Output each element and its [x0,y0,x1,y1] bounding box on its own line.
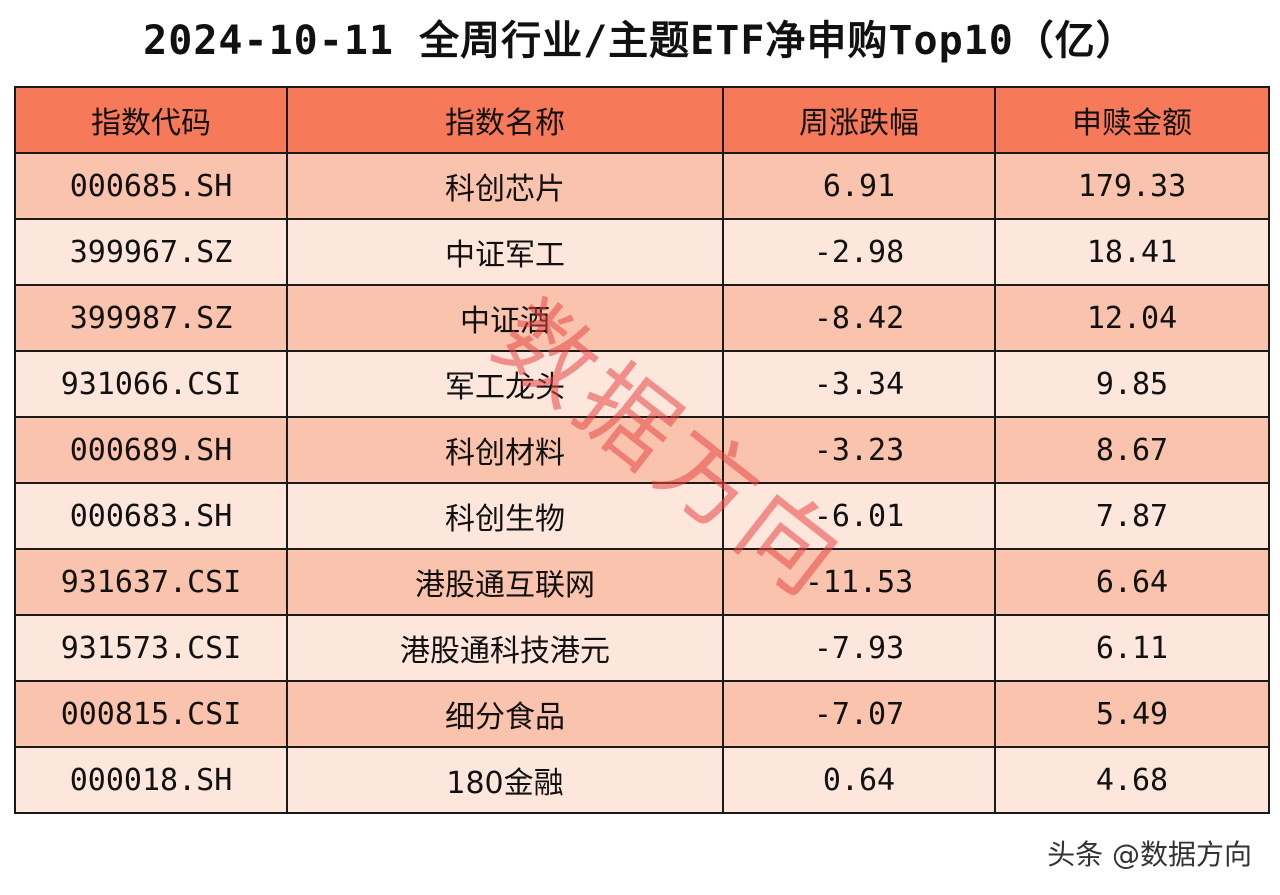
cell-index-code: 399967.SZ [14,218,288,286]
cell-weekly-change: -7.93 [722,614,996,682]
cell-index-code: 000683.SH [14,482,288,550]
cell-weekly-change: -6.01 [722,482,996,550]
cell-subscription-amount: 4.68 [994,746,1270,814]
header-index-name: 指数名称 [286,86,724,154]
cell-index-name: 科创材料 [286,416,724,484]
cell-weekly-change: -3.23 [722,416,996,484]
cell-weekly-change: -2.98 [722,218,996,286]
header-weekly-change: 周涨跌幅 [722,86,996,154]
table-row: 931573.CSI 港股通科技港元 -7.93 6.11 [14,614,1270,682]
cell-index-name: 军工龙头 [286,350,724,418]
cell-index-code: 931637.CSI [14,548,288,616]
cell-weekly-change: 0.64 [722,746,996,814]
table-header-row: 指数代码 指数名称 周涨跌幅 申赎金额 [14,86,1270,154]
table-row: 399967.SZ 中证军工 -2.98 18.41 [14,218,1270,286]
cell-subscription-amount: 12.04 [994,284,1270,352]
cell-weekly-change: -8.42 [722,284,996,352]
cell-index-code: 931573.CSI [14,614,288,682]
etf-table: 指数代码 指数名称 周涨跌幅 申赎金额 000685.SH 科创芯片 6.91 179… [14,86,1270,814]
cell-index-name: 科创芯片 [286,152,724,220]
cell-weekly-change: -11.53 [722,548,996,616]
table-row: 000689.SH 科创材料 -3.23 8.67 [14,416,1270,484]
cell-subscription-amount: 7.87 [994,482,1270,550]
cell-index-code: 000689.SH [14,416,288,484]
cell-subscription-amount: 5.49 [994,680,1270,748]
cell-subscription-amount: 9.85 [994,350,1270,418]
cell-index-code: 931066.CSI [14,350,288,418]
cell-weekly-change: -7.07 [722,680,996,748]
cell-index-name: 港股通科技港元 [286,614,724,682]
cell-subscription-amount: 6.11 [994,614,1270,682]
cell-subscription-amount: 8.67 [994,416,1270,484]
cell-weekly-change: 6.91 [722,152,996,220]
footer-credit: 头条 @数据方向 [1047,838,1252,871]
cell-index-name: 细分食品 [286,680,724,748]
table-body: 000685.SH 科创芯片 6.91 179.33 399967.SZ 中证军工 -2.9… [14,152,1270,814]
table-row: 000685.SH 科创芯片 6.91 179.33 [14,152,1270,220]
header-subscription-amount: 申赎金额 [994,86,1270,154]
cell-index-name: 中证军工 [286,218,724,286]
cell-index-code: 399987.SZ [14,284,288,352]
table-row: 000018.SH 180金融 0.64 4.68 [14,746,1270,814]
table-row: 931637.CSI 港股通互联网 -11.53 6.64 [14,548,1270,616]
cell-index-name: 港股通互联网 [286,548,724,616]
table-row: 000683.SH 科创生物 -6.01 7.87 [14,482,1270,550]
table-row: 931066.CSI 军工龙头 -3.34 9.85 [14,350,1270,418]
page-title: 2024-10-11 全周行业/主题ETF净申购Top10（亿） [143,18,1137,64]
cell-weekly-change: -3.34 [722,350,996,418]
cell-subscription-amount: 6.64 [994,548,1270,616]
cell-index-code: 000815.CSI [14,680,288,748]
cell-subscription-amount: 18.41 [994,218,1270,286]
cell-index-name: 中证酒 [286,284,724,352]
header-index-code: 指数代码 [14,86,288,154]
cell-index-name: 科创生物 [286,482,724,550]
table-row: 000815.CSI 细分食品 -7.07 5.49 [14,680,1270,748]
cell-index-code: 000018.SH [14,746,288,814]
cell-index-code: 000685.SH [14,152,288,220]
table-row: 399987.SZ 中证酒 -8.42 12.04 [14,284,1270,352]
cell-subscription-amount: 179.33 [994,152,1270,220]
cell-index-name: 180金融 [286,746,724,814]
